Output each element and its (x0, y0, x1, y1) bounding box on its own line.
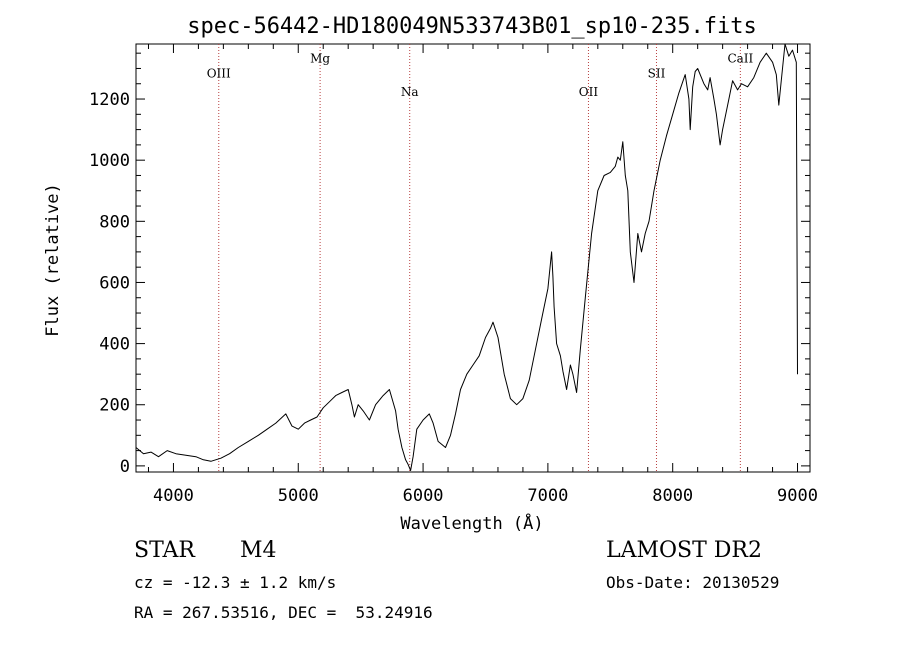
x-axis-label: Wavelength (Å) (400, 512, 543, 534)
spectral-line-label: CaII (727, 51, 753, 65)
y-axis-label: Flux (relative) (43, 183, 63, 337)
y-tick-label: 1000 (89, 151, 130, 171)
spectral-line-label: SII (648, 67, 666, 81)
spectral-line-label: OII (579, 85, 599, 99)
survey-name: LAMOST DR2 (606, 538, 762, 563)
x-tick-label: 4000 (153, 486, 194, 506)
y-tick-label: 400 (99, 335, 130, 355)
x-tick-label: 6000 (403, 486, 444, 506)
spectral-line-label: OIII (207, 67, 231, 81)
spectral-subclass: M4 (240, 538, 277, 563)
spectral-line-label: Mg (310, 51, 330, 65)
x-tick-label: 8000 (652, 486, 693, 506)
y-tick-label: 1200 (89, 90, 130, 110)
object-type: STAR (134, 538, 195, 563)
y-tick-label: 0 (120, 457, 130, 477)
y-tick-label: 200 (99, 396, 130, 416)
coordinates: RA = 267.53516, DEC = 53.24916 (134, 603, 433, 622)
x-tick-label: 7000 (527, 486, 568, 506)
spectrum-trace (135, 43, 798, 471)
y-tick-label: 800 (99, 212, 130, 232)
spectral-line-label: Na (401, 85, 419, 99)
plot-area: 4000 5000 6000 7000 8000 9000 0 200 400 600 800 100… (89, 43, 818, 506)
observation-date: Obs-Date: 20130529 (606, 573, 780, 592)
chart-title: spec-56442-HD180049N533743B01_sp10-235.f… (187, 14, 757, 39)
plot-frame (135, 43, 811, 473)
x-tick-label: 5000 (278, 486, 319, 506)
redshift-cz: cz = -12.3 ± 1.2 km/s (134, 573, 337, 592)
x-tick-label: 9000 (777, 486, 818, 506)
y-tick-label: 600 (99, 273, 130, 293)
